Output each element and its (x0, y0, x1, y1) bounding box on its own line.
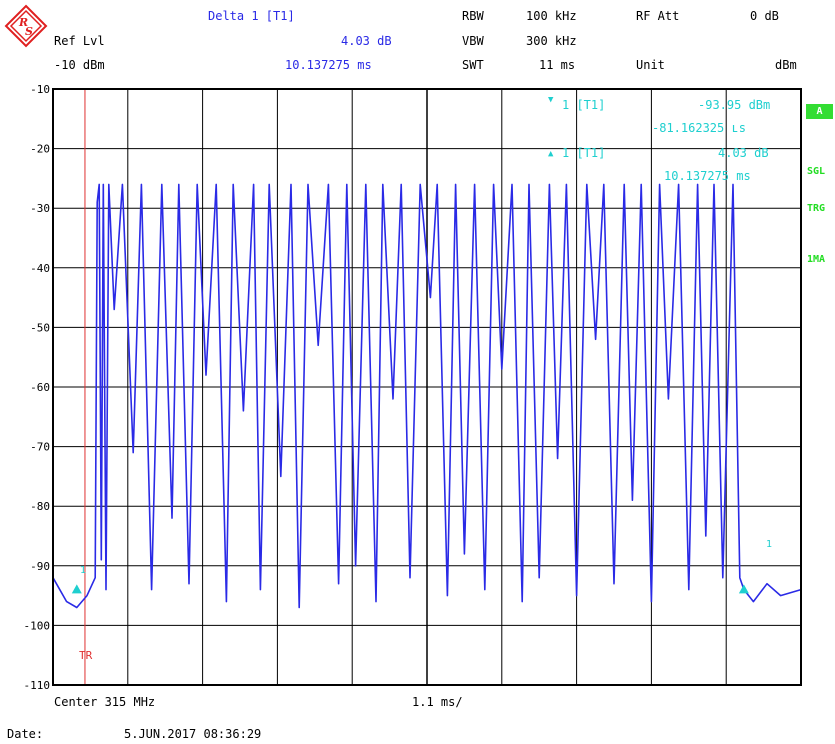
delta-1-level: 4.03 dB (718, 146, 769, 160)
ref-level-value: -10 dBm (54, 58, 105, 72)
y-tick-label: -70 (30, 441, 50, 454)
delta-1-point (738, 584, 749, 594)
plot-frame (52, 88, 802, 686)
trg-status: TRG (807, 203, 826, 214)
delta-up-triangle-icon: ▲ (548, 149, 554, 159)
y-tick-label: -110 (24, 679, 51, 692)
rbw-label: RBW (462, 9, 484, 23)
sgl-status: SGL (807, 166, 826, 177)
y-tick-label: -90 (30, 560, 50, 573)
marker-1-label: 1 [T1] (562, 98, 606, 112)
rf-att-value: 0 dB (750, 9, 779, 23)
swt-label: SWT (462, 58, 484, 72)
vbw-label: VBW (462, 34, 484, 48)
delta-1-number: 1 (766, 539, 773, 550)
y-tick-label: -80 (30, 500, 50, 513)
rf-att-label: RF Att (636, 9, 680, 23)
marker-1-level: -93.95 dBm (698, 98, 771, 112)
delta-1-label: 1 [T1] (562, 146, 606, 160)
unit-value: dBm (775, 58, 797, 72)
date-value: 5.JUN.2017 08:36:29 (124, 727, 262, 741)
y-tick-label: -100 (24, 619, 51, 632)
trace-line (52, 183, 802, 609)
marker-down-triangle-icon: ▼ (548, 95, 554, 105)
trigger-label: TR (79, 649, 93, 662)
delta-level-value: 4.03 dB (341, 34, 392, 48)
ma-status: 1MA (807, 254, 826, 265)
y-tick-label: -10 (30, 83, 50, 96)
date-label: Date: (7, 727, 44, 741)
y-tick-label: -50 (30, 321, 50, 334)
rbw-value: 100 kHz (526, 9, 577, 23)
marker-title: Delta 1 [T1] (208, 9, 295, 23)
y-tick-label: -30 (30, 202, 50, 215)
vbw-value: 300 kHz (526, 34, 577, 48)
unit-label: Unit (636, 58, 665, 72)
marker-1-time: -81.162325 ʟs (652, 121, 746, 135)
delta-time-value: 10.137275 ms (285, 58, 372, 72)
rohde-schwarz-logo-icon: R S (4, 4, 48, 48)
y-tick-labels: -10 -20 -30 -40 -50 -60 -70 -80 -90 -100 -110 (24, 83, 51, 692)
center-frequency: Center 315 MHz (54, 695, 156, 709)
trace-a-badge: A (806, 104, 833, 119)
marker-1-point (71, 584, 82, 594)
svg-text:R: R (18, 16, 28, 29)
y-tick-label: -60 (30, 381, 50, 394)
delta-1-time: 10.137275 ms (664, 169, 751, 183)
swt-value: 11 ms (539, 58, 576, 72)
marker-1-number: 1 (80, 565, 87, 576)
svg-text:S: S (25, 25, 33, 38)
time-per-division: 1.1 ms/ (412, 695, 463, 709)
y-tick-label: -40 (30, 262, 50, 275)
ref-level-label: Ref Lvl (54, 34, 105, 48)
y-tick-label: -20 (30, 143, 50, 156)
